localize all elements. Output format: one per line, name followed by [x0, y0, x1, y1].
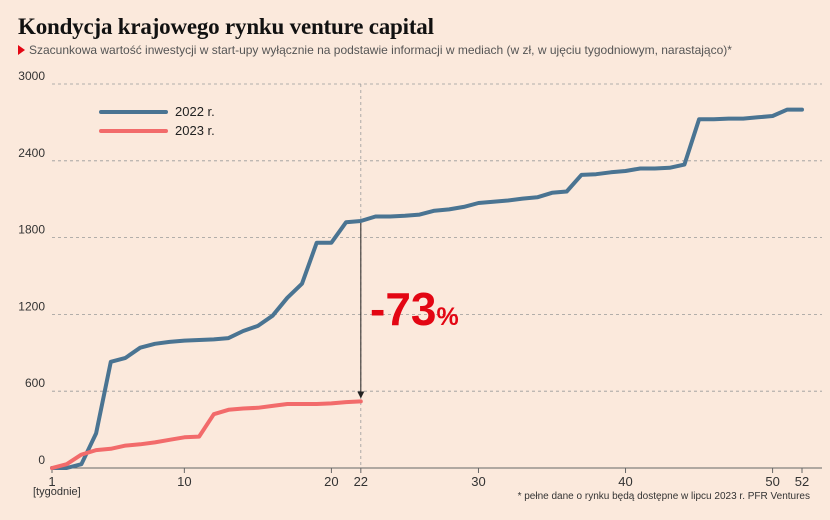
subtitle-text: Szacunkowa wartość inwestycji w start-up… [29, 43, 732, 57]
grid [52, 83, 822, 469]
change-annotation: -73% [370, 283, 459, 335]
y-tick-label: 1200 [18, 299, 45, 313]
y-tick-label: 600 [25, 376, 45, 390]
legend: 2022 r. 2023 r. [99, 104, 215, 138]
change-value: -73 [370, 283, 436, 335]
chart-subtitle: Szacunkowa wartość inwestycji w start-up… [18, 43, 732, 57]
x-tick-label: 20 [324, 474, 338, 489]
series-line-2022 [50, 107, 804, 470]
x-axis-label: [tygodnie] [33, 486, 81, 498]
triangle-bullet-icon [18, 45, 25, 55]
x-tick-label: 52 [795, 474, 809, 489]
annotation-arrow-head [357, 391, 365, 399]
x-axis-ticks: 1 10 20 22 30 40 50 52 [48, 468, 809, 489]
annotation-reference [357, 84, 365, 468]
series-line-2023 [50, 399, 363, 470]
y-tick-label: 1800 [18, 223, 45, 237]
y-axis-ticks: 0 600 1200 1800 2400 3000 [18, 69, 45, 467]
y-tick-label: 2400 [18, 146, 45, 160]
footnote: * pełne dane o rynku będą dostępne w lip… [518, 491, 810, 502]
series-lines [50, 107, 804, 470]
y-tick-label: 0 [38, 453, 45, 467]
x-tick-label: 30 [471, 474, 485, 489]
legend-label: 2022 r. [175, 104, 215, 119]
x-tick-label: 40 [618, 474, 632, 489]
x-tick-label: 50 [765, 474, 779, 489]
x-tick-label: 10 [177, 474, 191, 489]
y-tick-label: 3000 [18, 69, 45, 83]
x-tick-label: 22 [354, 474, 368, 489]
chart-title: Kondycja krajowego rynku venture capital [18, 14, 434, 39]
legend-label: 2023 r. [175, 123, 215, 138]
x-tick-label: 1 [48, 474, 55, 489]
change-unit: % [436, 303, 458, 331]
